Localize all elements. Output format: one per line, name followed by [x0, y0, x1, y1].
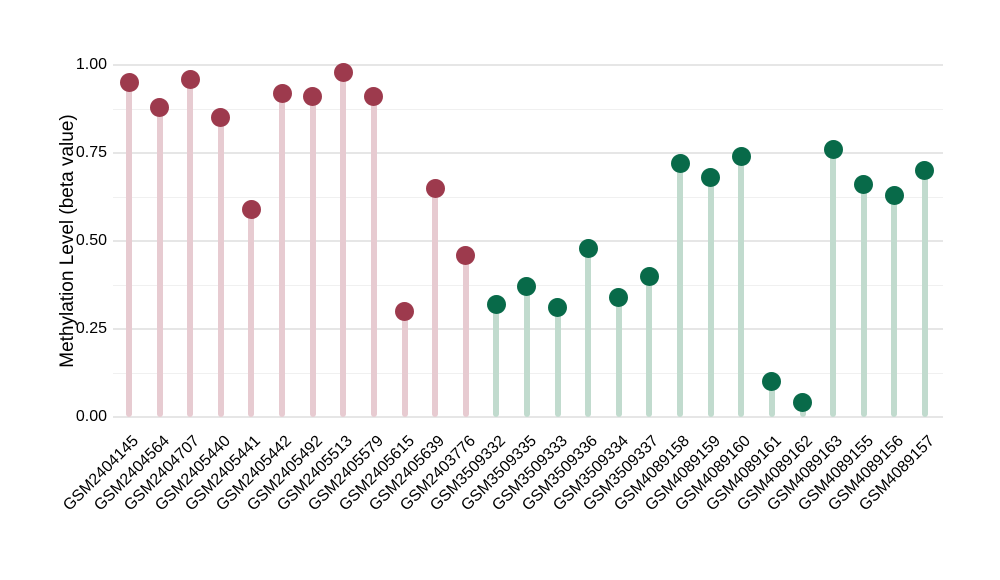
lollipop-stem — [891, 195, 898, 417]
data-point-dot — [854, 175, 874, 195]
data-point-dot — [762, 372, 782, 392]
lollipop-stem — [187, 79, 194, 417]
gridline-major — [113, 416, 943, 418]
lollipop-stem — [738, 156, 745, 417]
y-tick-label: 0.25 — [75, 320, 107, 337]
lollipop-stem — [462, 255, 469, 417]
lollipop-stem — [830, 149, 837, 417]
data-point-dot — [884, 185, 904, 205]
lollipop-stem — [217, 117, 224, 417]
data-point-dot — [639, 266, 659, 286]
lollipop-stem — [707, 177, 714, 417]
data-point-dot — [793, 393, 813, 413]
data-point-dot — [731, 147, 751, 167]
lollipop-stem — [677, 163, 684, 417]
data-point-dot — [486, 294, 506, 314]
gridline-minor — [113, 109, 943, 110]
lollipop-stem — [340, 72, 347, 417]
data-point-dot — [425, 178, 445, 198]
data-point-dot — [915, 161, 935, 181]
gridline-major — [113, 64, 943, 66]
data-point-dot — [456, 245, 476, 265]
lollipop-stem — [646, 276, 653, 417]
data-point-dot — [609, 287, 629, 307]
lollipop-stem — [585, 248, 592, 417]
data-point-dot — [180, 69, 200, 89]
data-point-dot — [150, 97, 170, 117]
lollipop-stem — [860, 184, 867, 417]
gridline-major — [113, 240, 943, 242]
gridline-minor — [113, 197, 943, 198]
data-point-dot — [823, 139, 843, 159]
y-tick-label: 1.00 — [75, 56, 107, 73]
lollipop-stem — [493, 304, 500, 417]
data-point-dot — [701, 168, 721, 188]
lollipop-stem — [279, 93, 286, 417]
y-tick-label: 0.00 — [75, 408, 107, 425]
plot-area — [113, 48, 943, 418]
gridline-major — [113, 152, 943, 154]
y-tick-label: 0.75 — [75, 144, 107, 161]
lollipop-stem — [921, 170, 928, 417]
y-tick-label: 0.50 — [75, 232, 107, 249]
data-point-dot — [241, 199, 261, 219]
data-point-dot — [211, 108, 231, 128]
data-point-dot — [517, 277, 537, 297]
lollipop-stem — [309, 96, 316, 417]
lollipop-stem — [523, 286, 530, 417]
data-point-dot — [333, 62, 353, 82]
lollipop-stem — [401, 311, 408, 417]
lollipop-stem — [615, 297, 622, 417]
lollipop-stem — [248, 209, 255, 417]
data-point-dot — [364, 87, 384, 107]
data-point-dot — [578, 238, 598, 258]
lollipop-stem — [156, 107, 163, 417]
data-point-dot — [548, 298, 568, 318]
data-point-dot — [395, 301, 415, 321]
lollipop-stem — [554, 307, 561, 417]
data-point-dot — [119, 73, 139, 93]
data-point-dot — [670, 154, 690, 174]
lollipop-stem — [768, 381, 775, 417]
data-point-dot — [272, 83, 292, 103]
lollipop-stem — [432, 188, 439, 417]
lollipop-stem — [126, 82, 132, 417]
lollipop-stem — [370, 96, 377, 417]
data-point-dot — [303, 87, 323, 107]
